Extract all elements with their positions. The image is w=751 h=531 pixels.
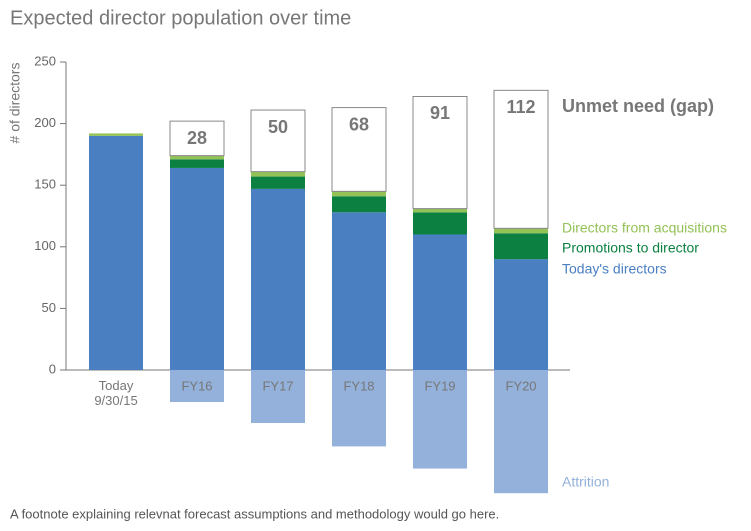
attrition-bar (170, 370, 224, 403)
data-label: 91 (430, 103, 450, 123)
bar (89, 133, 143, 136)
bar (89, 135, 143, 370)
x-tick-label: Today 9/30/15 (94, 378, 137, 408)
bar (251, 171, 305, 177)
bar (170, 167, 224, 370)
y-tick-label: 150 (34, 177, 56, 192)
legend-label: Today's directors (562, 261, 667, 277)
bar (332, 212, 386, 370)
attrition-bar (494, 370, 548, 494)
bar (494, 259, 548, 370)
bar (332, 191, 386, 197)
bar (251, 188, 305, 370)
legend-label: Directors from acquisitions (562, 220, 727, 236)
gap-bar (493, 89, 549, 229)
legend-label: Unmet need (gap) (562, 96, 714, 116)
attrition-bar (332, 370, 386, 447)
x-tick-label: FY16 (181, 378, 212, 393)
data-label: 28 (187, 128, 207, 148)
y-tick-label: 250 (34, 53, 56, 68)
gap-bar (412, 95, 468, 210)
x-tick-label: FY18 (343, 378, 374, 393)
data-label: 112 (506, 97, 535, 117)
gap-bar (169, 120, 225, 157)
footnote: A footnote explaining relevnat forecast … (10, 506, 499, 521)
bar (170, 155, 224, 160)
bar (332, 196, 386, 213)
y-axis-label: # of directors (7, 63, 23, 144)
y-tick-label: 0 (49, 361, 56, 376)
x-tick-label: FY17 (262, 378, 293, 393)
chart-title: Expected director population over time (10, 7, 351, 29)
bar (494, 228, 548, 234)
legend-label: Attrition (562, 474, 609, 490)
y-tick-label: 200 (34, 115, 56, 130)
y-tick-label: 50 (42, 300, 56, 315)
bar (413, 208, 467, 213)
bar (170, 159, 224, 168)
bar (413, 234, 467, 370)
attrition-bar (251, 370, 305, 423)
x-tick-label: FY20 (505, 378, 536, 393)
attrition-bar (413, 370, 467, 469)
bar (251, 176, 305, 189)
gap-bar (250, 109, 306, 173)
bar (494, 233, 548, 260)
gap-bar (331, 107, 387, 192)
data-label: 68 (349, 114, 369, 134)
y-tick-label: 100 (34, 238, 56, 253)
data-label: 50 (268, 117, 288, 137)
x-tick-label: FY19 (424, 378, 455, 393)
bar (413, 212, 467, 235)
legend-label: Promotions to director (562, 240, 699, 256)
